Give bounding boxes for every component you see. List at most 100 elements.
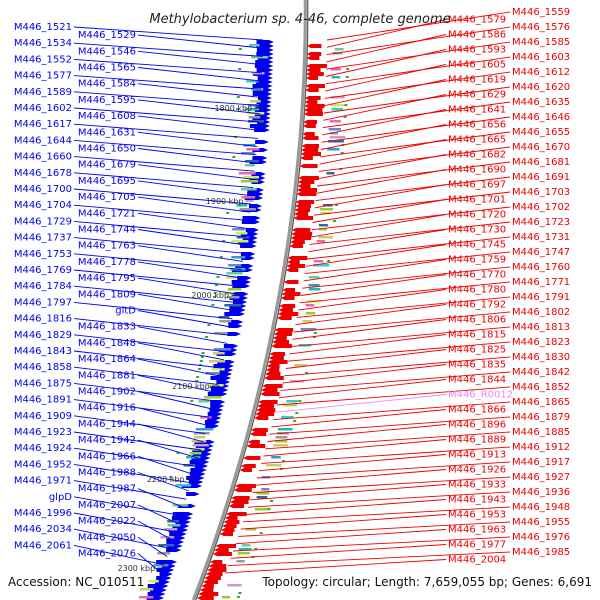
gene-label-left: M446_1833	[78, 322, 136, 333]
leader-line-right	[271, 409, 447, 428]
forward-gene	[190, 468, 207, 472]
gene-label-right: M446_1702	[512, 202, 570, 213]
leader-line-right	[296, 296, 511, 318]
forward-gene	[209, 408, 224, 412]
cog-feature	[248, 44, 260, 47]
reverse-gene	[303, 112, 323, 116]
leader-line-left	[73, 139, 257, 156]
rna-mark	[199, 360, 203, 362]
leader-line-left	[137, 277, 238, 295]
reverse-gene	[282, 288, 296, 292]
cog-feature	[226, 296, 240, 299]
gene-label-left: M446_1848	[78, 338, 136, 349]
rna-mark	[176, 452, 180, 454]
gene-label-left: M446_1829	[14, 330, 72, 341]
gene-label-right: M446_1579	[448, 15, 506, 26]
cog-feature	[275, 436, 288, 439]
gene-label-right: M446_1670	[512, 142, 570, 153]
reverse-gene	[280, 296, 295, 300]
forward-gene	[227, 332, 241, 336]
gene-label-right: M446_1747	[512, 247, 570, 258]
leader-line-right	[313, 191, 511, 216]
gene-label-left: M446_1595	[78, 95, 136, 106]
leader-line-right	[280, 371, 511, 391]
cog-feature	[277, 428, 293, 431]
reverse-gene	[247, 440, 260, 444]
forward-gene	[256, 68, 274, 72]
cog-feature	[227, 584, 242, 587]
leader-line-right	[326, 34, 447, 63]
leader-line-right	[230, 544, 447, 559]
cog-feature	[300, 328, 317, 331]
rna-mark	[216, 276, 220, 278]
forward-gene	[172, 512, 194, 516]
cog-feature	[271, 456, 281, 459]
cog-feature	[241, 196, 256, 199]
cog-feature	[222, 596, 231, 599]
leader-line-left	[73, 285, 236, 303]
leader-line-right	[325, 49, 447, 77]
forward-gene	[216, 380, 231, 384]
gene-label-left: M446_1864	[78, 354, 136, 365]
cog-feature	[195, 428, 214, 431]
rna-mark	[238, 68, 242, 70]
leader-line-left	[73, 26, 264, 41]
gene-label-left: M446_1909	[14, 411, 72, 422]
leader-line-left	[137, 212, 248, 230]
leader-line-left	[73, 318, 230, 336]
rna-mark	[238, 592, 242, 594]
forward-gene	[147, 584, 169, 588]
label-leader-lines	[73, 11, 511, 574]
accession-text: Accession: NC_010511	[8, 575, 144, 589]
reverse-gene	[260, 392, 280, 396]
reverse-gene	[231, 496, 250, 500]
gene-label-left: M446_1816	[14, 314, 72, 325]
gene-label-left: M446_1916	[78, 403, 136, 414]
leader-line-left	[137, 472, 190, 492]
reverse-gene	[258, 400, 278, 404]
forward-gene	[231, 280, 251, 284]
leader-line-right	[265, 431, 511, 450]
cog-feature	[186, 456, 201, 459]
forward-gene	[210, 376, 232, 380]
forward-gene	[213, 364, 234, 368]
leader-line-left	[137, 326, 228, 344]
forward-gene	[224, 312, 245, 316]
leader-line-left	[73, 544, 165, 566]
reverse-gene	[214, 548, 229, 552]
reverse-gene	[296, 192, 317, 196]
leader-line-left	[137, 50, 263, 66]
cog-feature	[238, 548, 252, 551]
gene-label-left: M446_1875	[14, 378, 72, 389]
forward-gene	[210, 388, 229, 392]
reverse-gene	[304, 96, 321, 100]
gene-label-left: M446_1942	[78, 435, 136, 446]
leader-line-right	[282, 364, 447, 384]
gene-label-right: M446_1759	[448, 255, 506, 266]
leader-line-right	[256, 461, 511, 479]
reverse-gene	[306, 56, 320, 60]
forward-gene	[210, 404, 225, 408]
reverse-gene	[224, 516, 238, 520]
leader-line-right	[309, 221, 511, 245]
cog-feature	[327, 148, 340, 151]
gene-label-left: M446_2050	[78, 532, 136, 543]
feature-tracks	[139, 40, 350, 600]
leader-line-right	[235, 529, 447, 545]
cog-feature	[236, 236, 250, 239]
gene-label-right: M446_1844	[448, 375, 506, 386]
cog-feature	[272, 444, 288, 447]
gene-label-left: M446_2076	[78, 549, 136, 560]
leader-line-right	[233, 536, 511, 552]
leader-line-right	[302, 266, 511, 289]
rna-mark	[344, 104, 348, 106]
cog-feature	[148, 580, 159, 583]
gene-label-left: M446_1769	[14, 265, 72, 276]
cog-feature	[319, 208, 334, 211]
leader-line-left	[73, 350, 223, 369]
gene-label-left: M446_1631	[78, 127, 136, 138]
rna-mark	[219, 256, 223, 258]
reverse-gene	[273, 336, 287, 340]
leader-line-left	[73, 463, 192, 484]
rna-mark	[212, 296, 216, 298]
